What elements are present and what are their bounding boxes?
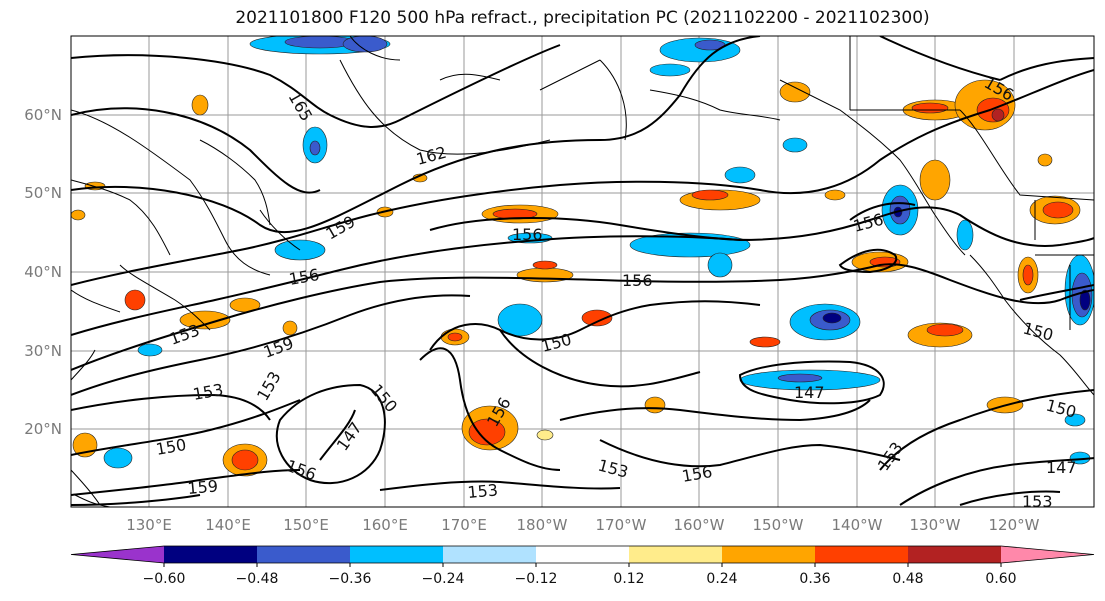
colorbar: −0.60 −0.48 −0.36 −0.24 −0.12 0.12 0.24 0.36 0.4…	[70, 545, 1095, 587]
lon-label: 170°W	[596, 516, 647, 534]
colorbar-tick-label: 0.12	[613, 571, 644, 587]
contour-lines	[71, 36, 1094, 506]
colorbar-segment	[350, 546, 443, 563]
colorbar-segment	[722, 546, 815, 563]
colorbar-segment	[1001, 546, 1094, 563]
colorbar-tick-label: −0.12	[515, 571, 558, 587]
colorbar-segment	[257, 546, 350, 563]
lon-label: 120°W	[989, 516, 1040, 534]
lon-label: 160°W	[674, 516, 725, 534]
lat-label: 60°N	[24, 106, 62, 124]
lon-label: 140°W	[832, 516, 883, 534]
precip-shading	[71, 36, 1094, 477]
contour-label: 153	[1022, 492, 1053, 511]
colorbar-tick-label: 0.24	[706, 571, 737, 587]
colorbar-tick-label: 0.36	[799, 571, 830, 587]
lat-label: 40°N	[24, 263, 62, 281]
lon-label: 150°W	[753, 516, 804, 534]
colorbar-tick-label: 0.48	[892, 571, 923, 587]
map-frame	[70, 35, 1095, 508]
colorbar-segment	[629, 546, 722, 563]
lon-label: 150°E	[283, 516, 329, 534]
longitude-labels: 130°E 140°E 150°E 160°E 170°E 180°W 170°…	[126, 516, 1039, 534]
map-content	[71, 36, 1094, 507]
colorbar-segment	[71, 546, 164, 563]
colorbar-segment	[536, 546, 629, 563]
lat-label: 20°N	[24, 420, 62, 438]
map-title: 2021101800 F120 500 hPa refract., precip…	[235, 8, 930, 28]
lon-label: 170°E	[441, 516, 487, 534]
lon-label: 130°W	[910, 516, 961, 534]
colorbar-tick-label: 0.60	[985, 571, 1016, 587]
lon-label: 140°E	[205, 516, 251, 534]
lat-label: 50°N	[24, 184, 62, 202]
lat-label: 30°N	[24, 342, 62, 360]
colorbar-tick-label: −0.36	[329, 571, 372, 587]
colorbar-tick-label: −0.24	[422, 571, 465, 587]
colorbar-segment	[443, 546, 536, 563]
contour-label: 147	[794, 383, 825, 402]
contour-label: 159	[187, 476, 219, 498]
coastlines	[71, 36, 1094, 507]
colorbar-segment	[164, 546, 257, 563]
contour-label: 153	[467, 480, 499, 502]
lon-label: 160°E	[362, 516, 408, 534]
colorbar-segment	[815, 546, 908, 563]
colorbar-tick-label: −0.48	[236, 571, 279, 587]
colorbar-segment	[908, 546, 1001, 563]
latitude-labels: 60°N 50°N 40°N 30°N 20°N	[24, 106, 62, 438]
contour-label: 147	[1046, 458, 1077, 477]
contour-label: 156	[622, 271, 653, 290]
lon-label: 130°E	[126, 516, 172, 534]
lon-label: 180°W	[517, 516, 568, 534]
colorbar-tick-label: −0.60	[143, 571, 186, 587]
contour-label: 156	[512, 225, 543, 244]
